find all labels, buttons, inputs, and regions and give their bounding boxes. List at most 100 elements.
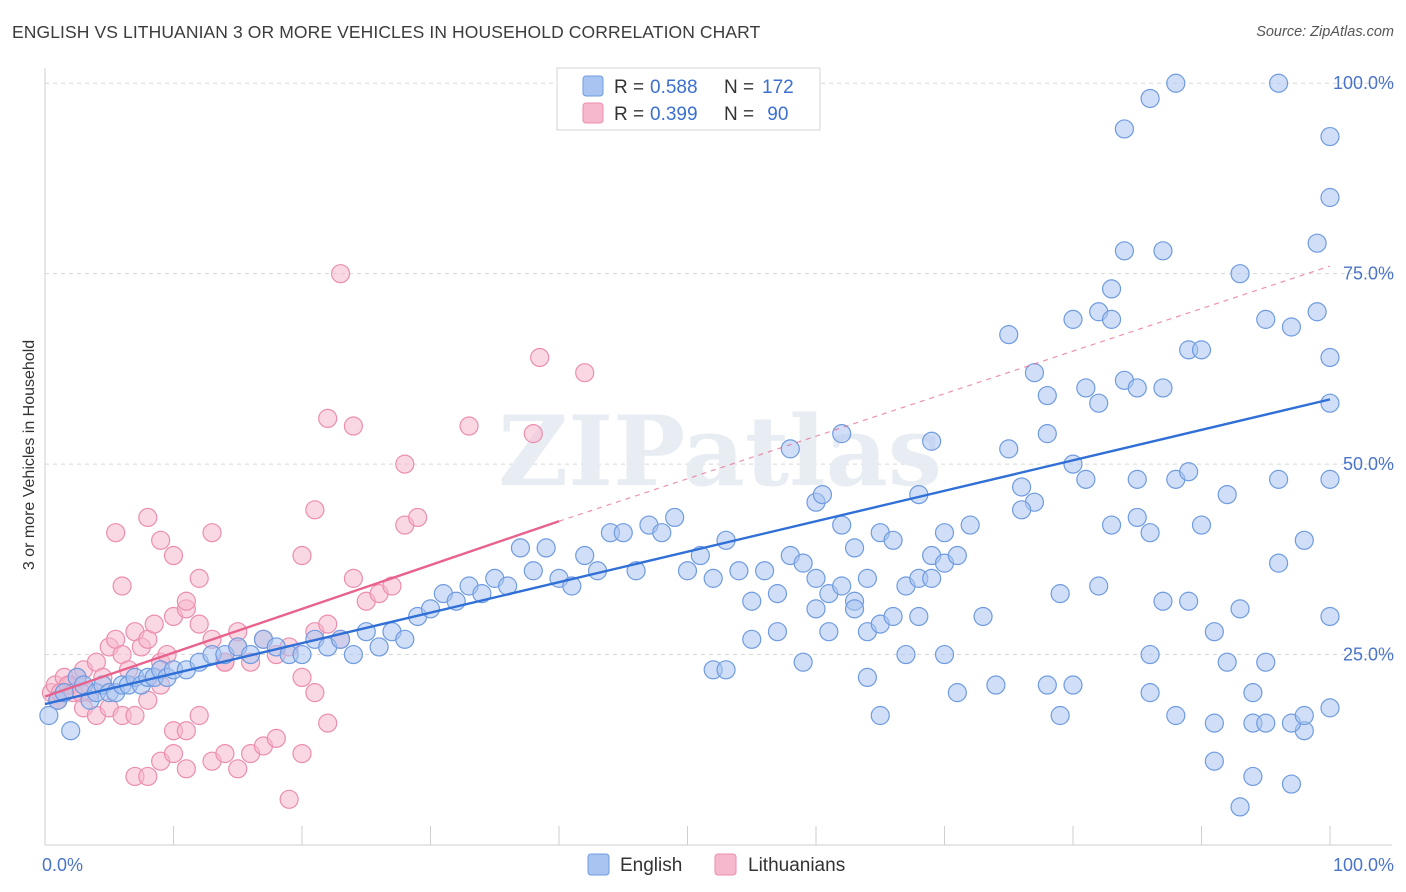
y-axis-title: 3 or more Vehicles in Household <box>21 340 38 570</box>
chart-source: Source: ZipAtlas.com <box>1256 24 1394 40</box>
english-point-148 <box>1101 309 1122 329</box>
english-point-140 <box>999 325 1019 345</box>
english-point-165 <box>1320 187 1340 208</box>
english-point-0 <box>39 705 59 726</box>
english-point-106 <box>909 606 929 627</box>
english-point-164 <box>1307 302 1327 322</box>
english-point-114 <box>1037 424 1057 444</box>
bottom-legend-english-label: English <box>620 855 682 876</box>
lithuanian-point-22 <box>189 614 209 634</box>
chart-title: ENGLISH VS LITHUANIAN 3 OR MORE VEHICLES… <box>12 22 761 42</box>
lithuanian-point-87 <box>523 424 543 444</box>
english-point-179 <box>1140 683 1160 703</box>
english-point-98 <box>960 515 980 535</box>
english-point-35 <box>369 637 389 657</box>
english-point-169 <box>1294 705 1314 726</box>
legend-r-value-2: 0.399 <box>650 104 698 125</box>
english-point-153 <box>1166 705 1186 726</box>
english-point-163 <box>1294 530 1314 550</box>
legend: R = 0.588 N = 172 R = 0.399 N = 90 <box>556 67 821 131</box>
legend-r-label-1: R = <box>614 77 644 98</box>
lithuanian-point-74 <box>176 759 196 779</box>
y-tick-label-2: 75.0% <box>1343 264 1394 284</box>
english-point-58 <box>665 507 685 528</box>
english-point-61 <box>703 568 723 588</box>
lithuanian-point-47 <box>202 523 222 543</box>
english-point-3 <box>61 721 81 741</box>
english-point-73 <box>857 568 878 588</box>
y-tick-labels: 25.0% 50.0% 75.0% 100.0% <box>1333 73 1394 664</box>
english-point-121 <box>1140 523 1160 543</box>
y-tick-label-1: 50.0% <box>1343 454 1394 474</box>
lithuanian-point-89 <box>575 363 595 383</box>
english-point-55 <box>626 561 646 581</box>
english-point-81 <box>716 660 736 680</box>
english-point-139 <box>1320 393 1340 413</box>
english-point-119 <box>1114 241 1135 261</box>
lithuanian-point-83 <box>330 264 351 284</box>
english-point-60 <box>690 545 710 566</box>
legend-english-swatch <box>582 75 604 97</box>
english-point-43 <box>472 584 492 604</box>
lithuanian-point-65 <box>266 728 286 748</box>
english-point-84 <box>780 439 800 459</box>
english-point-167 <box>1243 683 1263 703</box>
lithuanian-point-67 <box>292 743 312 764</box>
english-point-120 <box>1127 469 1147 489</box>
lithuanian-point-17 <box>144 614 164 634</box>
english-point-134 <box>1307 233 1327 253</box>
english-point-161 <box>1268 73 1289 93</box>
lithuanian-point-71 <box>138 766 158 787</box>
english-point-152 <box>1153 241 1173 261</box>
lithuanian-point-34 <box>343 568 363 588</box>
english-point-88 <box>832 515 852 535</box>
english-point-104 <box>857 667 878 688</box>
lithuanian-point-54 <box>125 705 145 726</box>
english-point-33 <box>343 644 363 665</box>
english-point-107 <box>922 568 942 588</box>
lithuanian-point-46 <box>189 568 209 588</box>
lithuanian-point-41 <box>112 576 132 596</box>
english-point-183 <box>1063 675 1083 695</box>
legend-lithuanian-swatch <box>582 102 604 124</box>
english-point-131 <box>1268 553 1289 573</box>
legend-n-value-1: 172 <box>762 77 794 98</box>
english-point-50 <box>562 576 582 596</box>
english-point-135 <box>1320 347 1340 368</box>
english-point-151 <box>1140 644 1160 665</box>
english-point-176 <box>1204 713 1224 733</box>
english-point-174 <box>1281 774 1302 794</box>
english-point-66 <box>767 584 788 604</box>
english-point-150 <box>1127 507 1147 528</box>
english-point-160 <box>1256 713 1276 733</box>
english-point-85 <box>793 652 813 672</box>
english-point-128 <box>1230 264 1250 284</box>
english-point-63 <box>729 561 749 581</box>
english-point-159 <box>1243 766 1263 787</box>
english-point-180 <box>1127 378 1147 398</box>
x-tick-label-0: 0.0% <box>42 855 83 875</box>
english-point-156 <box>1204 622 1224 642</box>
english-point-112 <box>1011 477 1032 497</box>
english-point-125 <box>1191 515 1212 535</box>
english-point-130 <box>1256 309 1276 329</box>
lithuanian-point-42 <box>138 507 158 528</box>
english-point-158 <box>1230 599 1250 619</box>
lithuanian-point-88 <box>530 347 550 368</box>
english-point-95 <box>922 431 942 451</box>
legend-r-label-2: R = <box>614 104 644 125</box>
english-point-141 <box>1011 500 1032 520</box>
bottom-legend: English Lithuanians <box>587 853 845 876</box>
english-point-155 <box>1191 340 1212 360</box>
english-point-182 <box>1089 576 1109 596</box>
lithuanian-point-81 <box>305 500 325 520</box>
lithuanian-point-58 <box>176 721 196 741</box>
english-point-83 <box>767 622 788 642</box>
english-point-68 <box>793 553 813 573</box>
legend-n-label-1: N = <box>724 77 754 98</box>
english-point-118 <box>1101 279 1122 299</box>
english-point-86 <box>806 599 826 619</box>
english-point-126 <box>1204 751 1224 771</box>
lithuanian-point-85 <box>395 454 415 474</box>
